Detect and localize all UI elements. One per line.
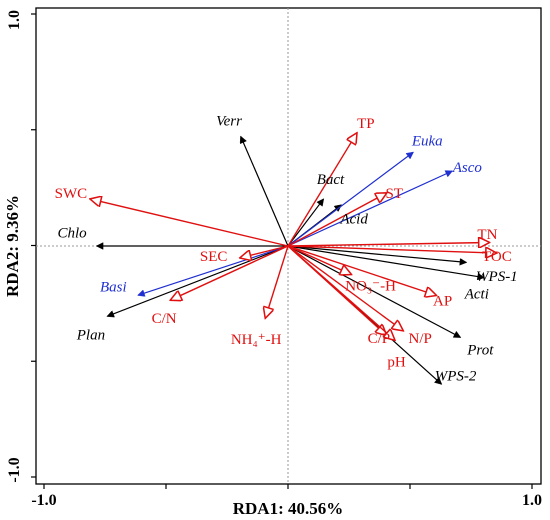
vector-arrow-tn-18 <box>287 242 489 246</box>
vector-label-n-p-23: N/P <box>408 331 431 347</box>
vector-label-sec-15: SEC <box>200 249 228 265</box>
vector-arrow-nh-h-17 <box>266 245 289 317</box>
y-tick-label-bottom: -1.0 <box>6 457 23 482</box>
vector-label-wps-2-8: WPS-2 <box>435 368 477 384</box>
vector-arrow-verr-0 <box>241 137 289 247</box>
vector-label-ap-21: AP <box>433 294 452 310</box>
vector-arrow-swc-14 <box>91 199 289 247</box>
vector-label-asco-10: Asco <box>452 160 483 176</box>
vector-arrow-asco-10 <box>287 171 452 247</box>
vector-arrow-wps-1-5 <box>287 245 484 278</box>
vector-label-nh-h-17: NH₄⁺-H <box>231 332 282 348</box>
vector-label-toc-19: TOC <box>482 249 512 265</box>
vector-arrow-basi-11 <box>138 245 289 295</box>
vector-label-euka-9: Euka <box>411 133 443 149</box>
vector-label-c-p-22: C/P <box>368 331 391 347</box>
vector-arrow-sec-15 <box>241 245 289 258</box>
vector-label-swc-14: SWC <box>55 186 88 202</box>
vector-label-no-h-20: NO₃⁻-H <box>345 278 396 294</box>
vector-arrow-st-13 <box>287 193 386 247</box>
vector-arrow-toc-19 <box>287 245 496 253</box>
vector-label-layer: Verr Bact Acid Chlo Plan WPS-1 Acti Prot WPS-2 Eu… <box>55 113 518 384</box>
vector-label-prot-7: Prot <box>466 343 494 359</box>
vector-label-ph-24: pH <box>387 354 406 370</box>
vector-arrow-acti-6 <box>287 245 466 262</box>
vector-arrow-prot-7 <box>287 245 460 338</box>
vector-arrow-euka-9 <box>287 152 413 247</box>
vector-label-wps-1-5: WPS-1 <box>476 269 518 285</box>
axis-ticks: -1.0 1.0 1.0 -1.0 <box>6 10 542 509</box>
vector-label-basi-11: Basi <box>100 280 127 296</box>
vector-label-chlo-3: Chlo <box>57 226 87 242</box>
vector-arrow-bact-1 <box>287 199 323 247</box>
vector-arrow-plan-4 <box>107 245 289 316</box>
vector-label-tn-18: TN <box>477 227 497 243</box>
x-axis-title: RDA1: 40.56% <box>233 499 344 518</box>
vector-arrow-c-n-16 <box>171 245 289 300</box>
y-axis-title: RDA2: 9.36% <box>3 195 22 297</box>
y-tick-label-top: 1.0 <box>6 10 23 30</box>
vector-arrow-n-p-23 <box>287 245 402 330</box>
vector-label-plan-4: Plan <box>76 328 105 344</box>
vector-label-acid-2: Acid <box>339 212 368 228</box>
vector-arrow-ph-24 <box>287 245 394 340</box>
vector-arrow-ap-21 <box>287 245 436 295</box>
x-tick-label-right: 1.0 <box>522 492 542 509</box>
vector-label-c-n-16: C/N <box>152 311 177 327</box>
vector-arrow-no-h-20 <box>287 245 351 274</box>
vector-label-acti-6: Acti <box>464 287 489 303</box>
vector-label-verr-0: Verr <box>216 113 242 129</box>
vector-label-st-13: ST <box>385 186 403 202</box>
vector-label-bact-1: Bact <box>317 172 345 188</box>
vector-layer <box>91 134 496 384</box>
x-tick-label-left: -1.0 <box>31 492 56 509</box>
vector-label-tp-12: TP <box>357 116 375 132</box>
vector-arrow-tp-12 <box>287 134 356 247</box>
